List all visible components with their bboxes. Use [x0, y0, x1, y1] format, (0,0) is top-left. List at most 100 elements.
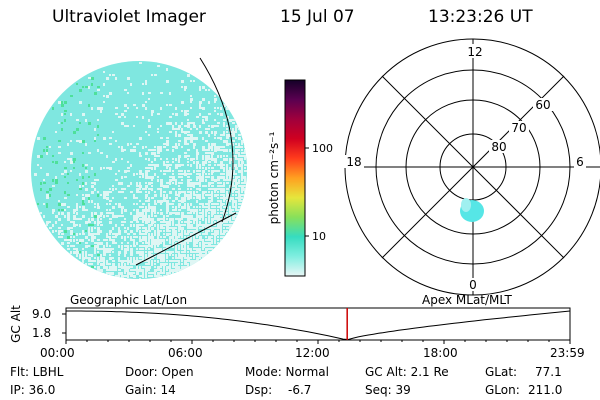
- disk-noise-pixel: [202, 227, 204, 229]
- disk-noise-pixel: [214, 134, 216, 136]
- disk-noise-pixel: [106, 194, 109, 196]
- disk-noise-pixel: [148, 209, 150, 212]
- disk-noise-pixel: [229, 173, 232, 176]
- disk-noise-pixel: [244, 167, 246, 169]
- disk-noise-pixel: [166, 209, 169, 212]
- disk-noise-pixel: [127, 245, 129, 248]
- disk-noise-pixel: [133, 197, 136, 199]
- disk-noise-pixel: [211, 230, 213, 232]
- disk-noise-pixel: [88, 218, 90, 221]
- disk-noise-pixel: [82, 197, 85, 200]
- disk-noise-pixel: [166, 233, 169, 236]
- disk-noise-pixel: [217, 242, 219, 244]
- disk-noise-pixel: [106, 269, 109, 271]
- disk-noise-pixel: [148, 275, 151, 277]
- disk-noise-pixel: [226, 212, 228, 214]
- disk-noise-pixel: [151, 149, 154, 151]
- disk-noise-pixel: [184, 113, 187, 116]
- disk-noise-pixel: [187, 218, 190, 221]
- disk-noise-pixel: [109, 248, 112, 251]
- disk-noise-pixel: [139, 239, 142, 242]
- disk-noise-pixel: [196, 167, 198, 169]
- disk-noise-pixel: [139, 278, 141, 279]
- disk-noise-pixel: [196, 200, 198, 203]
- disk-noise-pixel: [64, 119, 66, 122]
- disk-noise-pixel: [136, 116, 138, 118]
- disk-noise-pixel: [115, 188, 117, 190]
- disk-noise-pixel: [154, 230, 156, 233]
- disk-noise-pixel: [139, 215, 142, 217]
- disk-noise-pixel: [187, 143, 189, 145]
- disk-noise-pixel: [100, 152, 103, 154]
- disk-noise-pixel: [208, 134, 210, 137]
- disk-noise-pixel: [70, 233, 73, 235]
- disk-noise-pixel: [94, 206, 96, 208]
- disk-noise-pixel: [238, 149, 240, 151]
- disk-noise-pixel: [121, 206, 124, 209]
- disk-noise-pixel: [241, 167, 243, 170]
- disk-noise-pixel: [196, 212, 198, 215]
- disk-noise-pixel: [184, 203, 186, 206]
- disk-noise-pixel: [76, 239, 78, 241]
- disk-noise-pixel: [244, 185, 246, 187]
- disk-noise-pixel: [79, 173, 81, 176]
- disk-noise-pixel: [55, 230, 57, 232]
- disk-noise-pixel: [148, 245, 151, 247]
- disk-noise-pixel: [205, 116, 208, 119]
- disk-noise-pixel: [142, 146, 144, 149]
- label-bg-0: [467, 278, 479, 291]
- disk-noise-pixel: [106, 236, 109, 238]
- disk-noise-pixel: [193, 209, 196, 212]
- disk-noise-pixel: [205, 221, 207, 224]
- disk-noise-pixel: [208, 170, 210, 172]
- disk-noise-pixel: [151, 275, 153, 277]
- disk-noise-pixel: [196, 257, 199, 260]
- disk-noise-pixel: [220, 188, 223, 191]
- disk-noise-pixel: [229, 185, 232, 188]
- disk-noise-pixel: [46, 224, 48, 226]
- disk-noise-pixel: [208, 194, 211, 196]
- disk-noise-pixel: [229, 119, 232, 122]
- disk-noise-pixel: [82, 215, 85, 218]
- disk-noise-pixel: [88, 224, 91, 226]
- disk-noise-pixel: [166, 263, 168, 265]
- disk-noise-pixel: [130, 248, 133, 251]
- disk-noise-pixel: [172, 254, 174, 256]
- disk-noise-pixel: [97, 266, 100, 269]
- disk-noise-pixel: [172, 146, 175, 148]
- disk-noise-pixel: [46, 203, 48, 206]
- disk-noise-pixel: [157, 236, 159, 239]
- disk-noise-pixel: [190, 98, 193, 101]
- disk-noise-pixel: [160, 92, 163, 94]
- disk-noise-pixel: [208, 242, 211, 245]
- disk-noise-pixel: [151, 272, 154, 274]
- disk-noise-pixel: [94, 188, 96, 191]
- disk-noise-pixel: [148, 269, 150, 271]
- disk-noise-pixel: [214, 143, 216, 146]
- disk-noise-pixel: [184, 224, 186, 226]
- disk-noise-pixel: [229, 143, 231, 145]
- colorbar: 100 10 photon cm⁻²s⁻¹: [267, 79, 333, 277]
- disk-noise-pixel: [214, 179, 217, 182]
- disk-noise-pixel: [181, 179, 183, 181]
- disk-noise-pixel: [148, 242, 150, 245]
- disk-noise-pixel: [94, 233, 97, 235]
- disk-noise-pixel: [163, 197, 166, 200]
- disk-noise-pixel: [109, 236, 111, 239]
- disk-noise-pixel: [109, 203, 111, 205]
- disk-noise-pixel: [106, 239, 108, 241]
- disk-noise-pixel: [211, 146, 213, 149]
- disk-noise-pixel: [229, 212, 232, 214]
- disk-noise-pixel: [178, 236, 180, 238]
- disk-noise-pixel: [202, 149, 205, 151]
- disk-noise-pixel: [178, 233, 181, 236]
- disk-noise-pixel: [157, 164, 159, 167]
- disk-noise-pixel: [202, 218, 204, 221]
- disk-noise-pixel: [196, 236, 198, 238]
- disk-noise-pixel: [139, 245, 142, 247]
- disk-noise-pixel: [145, 182, 147, 184]
- disk-noise-pixel: [151, 152, 154, 155]
- disk-noise-pixel: [76, 233, 78, 236]
- disk-noise-pixel: [178, 161, 180, 163]
- disk-noise-pixel: [142, 221, 144, 223]
